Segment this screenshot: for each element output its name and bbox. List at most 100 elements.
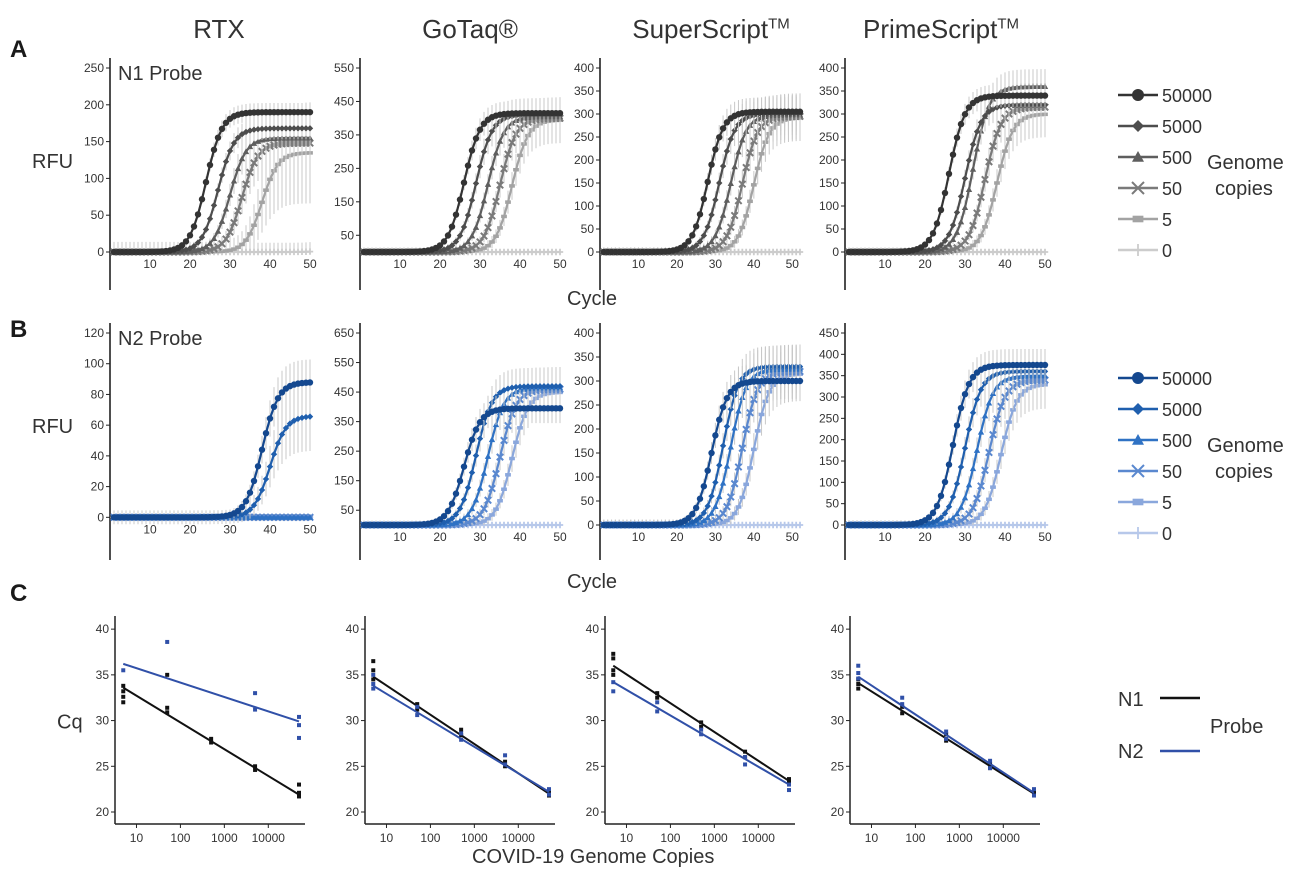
- x-tick-label: 40: [998, 530, 1012, 544]
- series-point-50: [738, 180, 747, 189]
- y-tick-label: 250: [334, 444, 354, 458]
- series-point-50000: [266, 415, 274, 422]
- series-point-5000: [456, 505, 464, 512]
- series-point-500: [704, 514, 711, 521]
- series-line-50000: [114, 381, 311, 519]
- series-point-500: [712, 232, 719, 239]
- series-point-500: [969, 166, 977, 172]
- series-point-50000: [444, 507, 452, 515]
- series-point-500: [735, 407, 742, 414]
- x-tick-label: 20: [433, 530, 447, 544]
- y-tick-label: 300: [574, 107, 594, 121]
- y-tick-label: 60: [91, 418, 105, 432]
- series-point-5000: [973, 128, 981, 135]
- x-tick-label: 50: [553, 530, 567, 544]
- series-point-50: [230, 218, 238, 227]
- series-point-500: [238, 155, 246, 162]
- series-point-500: [969, 465, 977, 472]
- series-point-50: [746, 148, 754, 157]
- y-tick-label: 300: [819, 107, 839, 121]
- y-tick-label: 20: [91, 480, 105, 494]
- y-tick-label: 400: [574, 61, 594, 75]
- series-line-5000: [849, 370, 1045, 527]
- series-point-5: [235, 245, 241, 250]
- series-point-5: [517, 426, 523, 430]
- series-point-0: [796, 248, 804, 256]
- series-point-50: [246, 168, 254, 177]
- series-point-5000: [532, 383, 540, 390]
- y-tick-label: 100: [574, 470, 594, 484]
- series-point-500: [723, 197, 731, 203]
- cycle-label-a: Cycle: [567, 288, 618, 310]
- series-point-5: [493, 507, 499, 511]
- series-point-50: [997, 120, 1005, 129]
- series-point-500: [719, 211, 727, 218]
- series-point-5000: [949, 221, 957, 229]
- series-point-50000: [456, 196, 464, 203]
- y-tick-label: 250: [819, 130, 839, 144]
- series-point-50000: [953, 134, 961, 141]
- series-point-5: [750, 447, 757, 452]
- series-point-5000: [226, 147, 234, 155]
- series-point-5000: [945, 503, 953, 510]
- x-tick-label: 30: [473, 257, 487, 271]
- y-tick-label: 50: [581, 222, 595, 236]
- series-point-5000: [973, 396, 981, 403]
- y-tick-label: 0: [832, 518, 839, 532]
- series-point-50000: [186, 232, 194, 239]
- series-point-500: [949, 514, 957, 521]
- series-point-500: [464, 238, 472, 245]
- series-point-5: [231, 247, 237, 251]
- series-point-50000: [796, 108, 804, 115]
- series-point-5: [513, 440, 519, 445]
- series-point-5000: [266, 125, 274, 132]
- series-point-50: [222, 235, 230, 243]
- series-point-500: [214, 227, 222, 234]
- y-tick-label: 250: [574, 130, 594, 144]
- series-point-500: [712, 503, 719, 509]
- series-point-50: [993, 415, 1001, 423]
- series-point-5: [735, 234, 742, 238]
- series-point-50: [496, 453, 504, 461]
- series-point-5000: [246, 127, 254, 134]
- series-point-50000: [965, 104, 973, 111]
- x-tick-label: 50: [786, 530, 800, 544]
- y-tick-label: 100: [819, 475, 839, 489]
- series-point-500: [496, 138, 504, 144]
- series-point-50000: [218, 125, 226, 133]
- x-axis-label-genome-copies: COVID-19 Genome Copies: [472, 846, 715, 868]
- series-point-5000: [727, 406, 734, 413]
- series-point-5000: [965, 157, 973, 164]
- y-tick-label: 100: [819, 199, 839, 213]
- series-point-5: [517, 153, 523, 158]
- series-point-5000: [961, 445, 969, 452]
- series-point-50000: [436, 242, 444, 249]
- series-point-50: [488, 212, 496, 220]
- series-point-5000: [719, 162, 727, 170]
- series-point-5000: [544, 382, 552, 390]
- series-point-5: [497, 498, 503, 503]
- series-point-50000: [234, 507, 242, 515]
- series-point-500: [957, 503, 965, 510]
- series-point-50: [508, 138, 516, 147]
- series-point-50: [981, 175, 989, 184]
- series-point-500: [727, 180, 734, 187]
- y-tick-label: 550: [334, 356, 354, 370]
- series-point-500: [218, 218, 226, 224]
- series-point-500: [210, 235, 218, 241]
- series-point-5000: [436, 520, 444, 527]
- x-tick-label: 40: [263, 257, 277, 271]
- series-point-50000: [222, 119, 230, 126]
- series-point-500: [708, 238, 715, 245]
- series-point-5: [489, 240, 495, 244]
- series-point-5000: [222, 158, 230, 165]
- series-point-50: [969, 221, 977, 230]
- series-point-5000: [258, 125, 266, 133]
- series-point-50000: [957, 120, 965, 128]
- series-point-50000: [460, 179, 468, 186]
- series-point-5000: [274, 125, 282, 132]
- series-point-5000: [941, 510, 949, 517]
- series-point-5000: [692, 517, 700, 524]
- series-point-5: [731, 240, 738, 244]
- series-point-5: [754, 429, 761, 433]
